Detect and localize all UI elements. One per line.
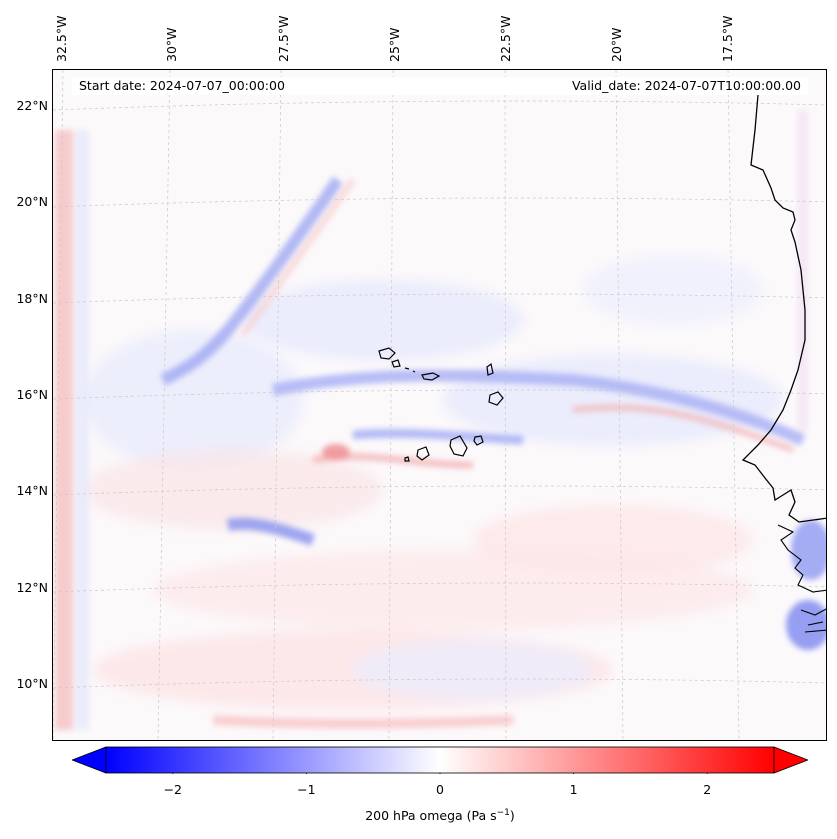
- field-strong-bands: [55, 110, 826, 730]
- island-boa-vista: [488, 391, 504, 406]
- lon-label-30w: 30°W: [164, 27, 179, 62]
- colorbar-tick-marks: [172, 773, 708, 774]
- start-date-label: Start date: 2024-07-07_00:00:00: [79, 78, 285, 93]
- valid-date-label: Valid_date: 2024-07-07T10:00:00.00: [571, 78, 801, 93]
- colorbar-tick-label: 2: [703, 782, 712, 797]
- cape-verde-islands: [378, 347, 504, 462]
- coastline-west-africa: [741, 94, 826, 523]
- island-santa-luzia: [404, 367, 416, 373]
- island-sal: [486, 362, 494, 376]
- lon-label-25w: 25°W: [387, 27, 402, 62]
- lon-label-27-5w: 27.5°W: [276, 15, 291, 62]
- island-sao-vicente: [391, 359, 401, 368]
- island-brava: [404, 456, 410, 462]
- graticule: [53, 70, 826, 740]
- lat-label-14n: 14°N: [16, 483, 48, 498]
- lon-label-17-5w: 17.5°W: [720, 15, 735, 62]
- colorbar-tick-label: −2: [163, 782, 183, 797]
- island-sao-nicolau: [421, 372, 441, 381]
- colorbar-tick-label: 0: [436, 782, 444, 797]
- coastline-guinea: [777, 524, 826, 633]
- lon-label-22-5w: 22.5°W: [498, 15, 513, 62]
- lon-label-32-5w: 32.5°W: [54, 15, 69, 62]
- island-santo-antao: [378, 347, 396, 360]
- island-maio: [473, 435, 484, 446]
- field-weak-patches: [83, 255, 783, 710]
- lat-label-16n: 16°N: [16, 387, 48, 402]
- colorbar-tick-label: 1: [569, 782, 578, 797]
- lat-label-20n: 20°N: [16, 194, 48, 209]
- colorbar-low-extend: [72, 746, 107, 774]
- lon-label-20w: 20°W: [609, 27, 624, 62]
- colorbar-high-extend: [773, 746, 808, 774]
- map-panel[interactable]: [52, 69, 827, 741]
- island-fogo: [416, 446, 430, 461]
- lat-label-10n: 10°N: [16, 676, 48, 691]
- island-santiago: [449, 435, 468, 457]
- lat-label-18n: 18°N: [16, 291, 48, 306]
- colorbar-tick-label: −1: [297, 782, 316, 797]
- colorbar-gradient: [105, 746, 775, 774]
- lat-label-22n: 22°N: [16, 98, 48, 113]
- omega-field-map: [53, 70, 826, 740]
- colorbar-label: 200 hPa omega (Pa s−1): [365, 808, 515, 824]
- title-bar-background: [72, 77, 808, 95]
- colorbar: [72, 746, 808, 774]
- lat-label-12n: 12°N: [16, 580, 48, 595]
